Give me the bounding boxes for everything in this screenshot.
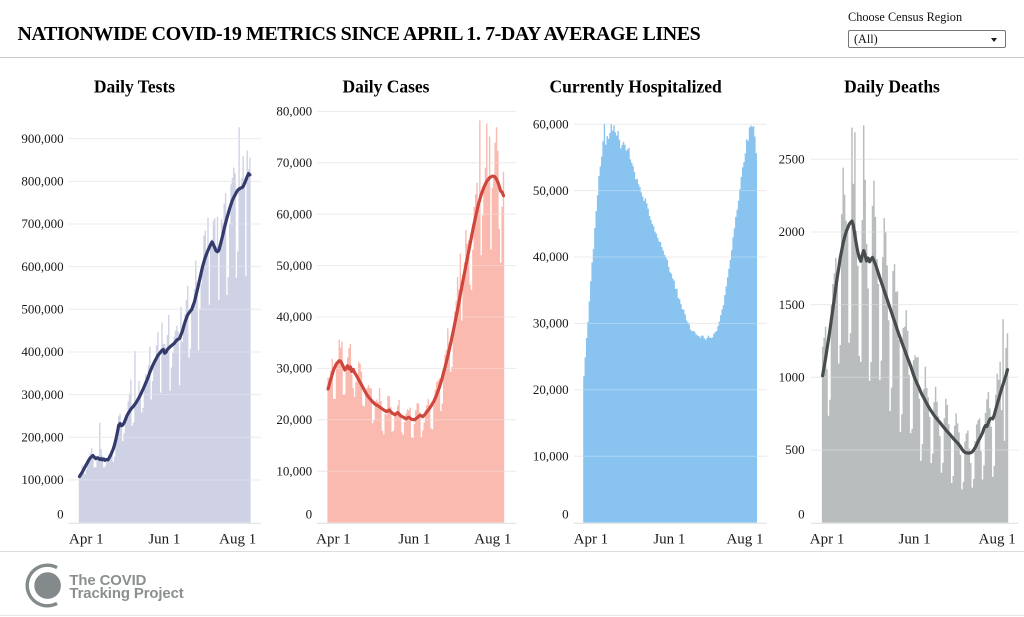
svg-text:900,000: 900,000 xyxy=(21,131,63,146)
svg-text:400,000: 400,000 xyxy=(21,344,63,359)
svg-text:Aug 1: Aug 1 xyxy=(219,532,256,548)
svg-text:0: 0 xyxy=(306,507,313,522)
svg-text:Apr 1: Apr 1 xyxy=(810,532,845,548)
svg-text:800,000: 800,000 xyxy=(21,174,63,189)
svg-text:30,000: 30,000 xyxy=(276,361,312,376)
svg-text:200,000: 200,000 xyxy=(21,430,63,445)
svg-text:Jun 1: Jun 1 xyxy=(148,532,180,548)
svg-text:60,000: 60,000 xyxy=(533,116,569,131)
svg-text:Apr 1: Apr 1 xyxy=(69,532,104,548)
svg-text:Aug 1: Aug 1 xyxy=(726,532,763,548)
svg-text:50,000: 50,000 xyxy=(533,183,569,198)
svg-text:Jun 1: Jun 1 xyxy=(653,532,685,548)
svg-text:10,000: 10,000 xyxy=(533,448,569,463)
svg-text:20,000: 20,000 xyxy=(533,382,569,397)
svg-text:Aug 1: Aug 1 xyxy=(474,532,511,548)
svg-text:600,000: 600,000 xyxy=(21,259,63,274)
svg-text:500: 500 xyxy=(785,442,805,457)
svg-text:Daily Cases: Daily Cases xyxy=(342,76,429,96)
svg-text:10,000: 10,000 xyxy=(276,463,312,478)
svg-text:Apr 1: Apr 1 xyxy=(316,532,351,548)
svg-text:300,000: 300,000 xyxy=(21,387,63,402)
svg-text:Jun 1: Jun 1 xyxy=(899,532,931,548)
svg-text:Aug 1: Aug 1 xyxy=(979,532,1016,548)
svg-text:Jun 1: Jun 1 xyxy=(398,532,430,548)
svg-text:500,000: 500,000 xyxy=(21,302,63,317)
svg-text:700,000: 700,000 xyxy=(21,216,63,231)
svg-text:Daily Deaths: Daily Deaths xyxy=(844,76,940,96)
svg-text:Currently Hospitalized: Currently Hospitalized xyxy=(549,76,722,96)
svg-text:70,000: 70,000 xyxy=(276,155,312,170)
svg-text:1500: 1500 xyxy=(779,297,805,312)
svg-text:Tracking Project: Tracking Project xyxy=(69,586,183,602)
svg-text:0: 0 xyxy=(57,507,64,522)
svg-text:20,000: 20,000 xyxy=(276,412,312,427)
svg-text:100,000: 100,000 xyxy=(21,472,63,487)
svg-text:0: 0 xyxy=(562,507,569,522)
svg-text:80,000: 80,000 xyxy=(276,104,312,119)
svg-text:Apr 1: Apr 1 xyxy=(574,532,609,548)
svg-text:50,000: 50,000 xyxy=(276,258,312,273)
svg-text:1000: 1000 xyxy=(779,370,805,385)
svg-text:60,000: 60,000 xyxy=(276,206,312,221)
svg-text:0: 0 xyxy=(798,507,805,522)
svg-text:40,000: 40,000 xyxy=(533,249,569,264)
svg-text:2000: 2000 xyxy=(779,224,805,239)
svg-text:2500: 2500 xyxy=(779,152,805,167)
svg-text:Daily Tests: Daily Tests xyxy=(94,76,175,96)
svg-text:The COVID: The COVID xyxy=(69,573,146,589)
svg-text:40,000: 40,000 xyxy=(276,309,312,324)
svg-text:30,000: 30,000 xyxy=(533,316,569,331)
